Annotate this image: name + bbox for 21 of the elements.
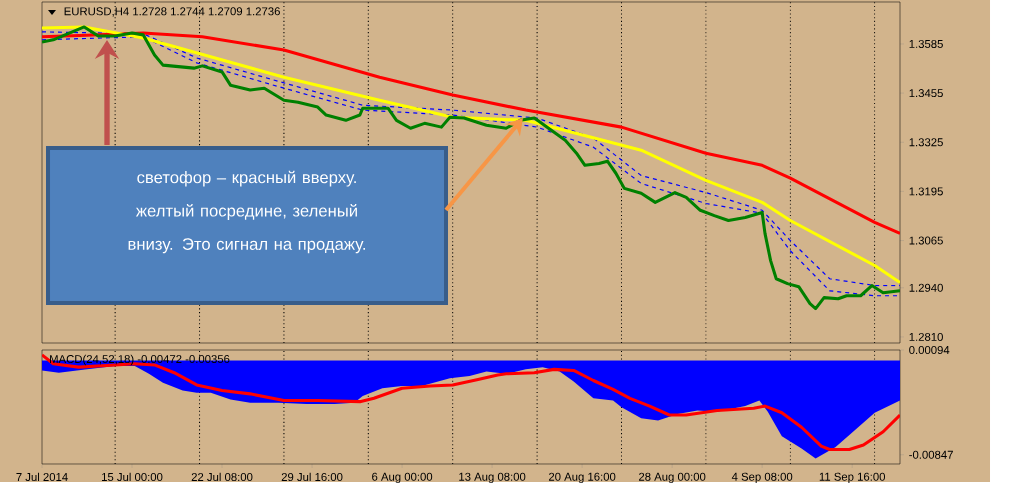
y-tick-label: 1.2810 bbox=[909, 332, 943, 341]
y-tick-label: 0.00094 bbox=[909, 346, 950, 355]
x-tick-label: 29 Jul 16:00 bbox=[281, 472, 343, 482]
y-tick-label: -0.00847 bbox=[909, 450, 953, 459]
x-tick-label: 20 Aug 16:00 bbox=[548, 472, 616, 483]
x-tick-label: 13 Aug 08:00 bbox=[459, 472, 526, 483]
y-tick-label: 1.3455 bbox=[909, 89, 943, 98]
y-tick-label: 1.3195 bbox=[909, 187, 943, 196]
x-tick-label: 15 Jul 00:00 bbox=[102, 472, 163, 482]
x-tick-label: 6 Aug 00:00 bbox=[372, 472, 433, 483]
x-tick-label: 28 Aug 00:00 bbox=[639, 472, 706, 483]
x-tick-label: 4 Sep 08:00 bbox=[731, 472, 793, 483]
y-tick-label: 1.3585 bbox=[909, 39, 943, 48]
x-tick-label: 11 Sep 16:00 bbox=[819, 472, 886, 483]
y-tick-label: 1.3065 bbox=[909, 236, 943, 245]
chart-title: EURUSD,H4 1.2728 1.2744 1.2709 1.2736 bbox=[64, 7, 280, 17]
annotation: светофор – красный вверху. желтый посредине, зеленый внизу. Это сигнал на продажу. bbox=[128, 170, 365, 254]
y-tick-label: 1.3325 bbox=[909, 138, 943, 147]
y-tick-label: 1.2940 bbox=[909, 283, 943, 292]
x-tick-label: 22 Jul 08:00 bbox=[191, 472, 253, 482]
x-tick-label: 7 Jul 2014 bbox=[16, 472, 68, 482]
